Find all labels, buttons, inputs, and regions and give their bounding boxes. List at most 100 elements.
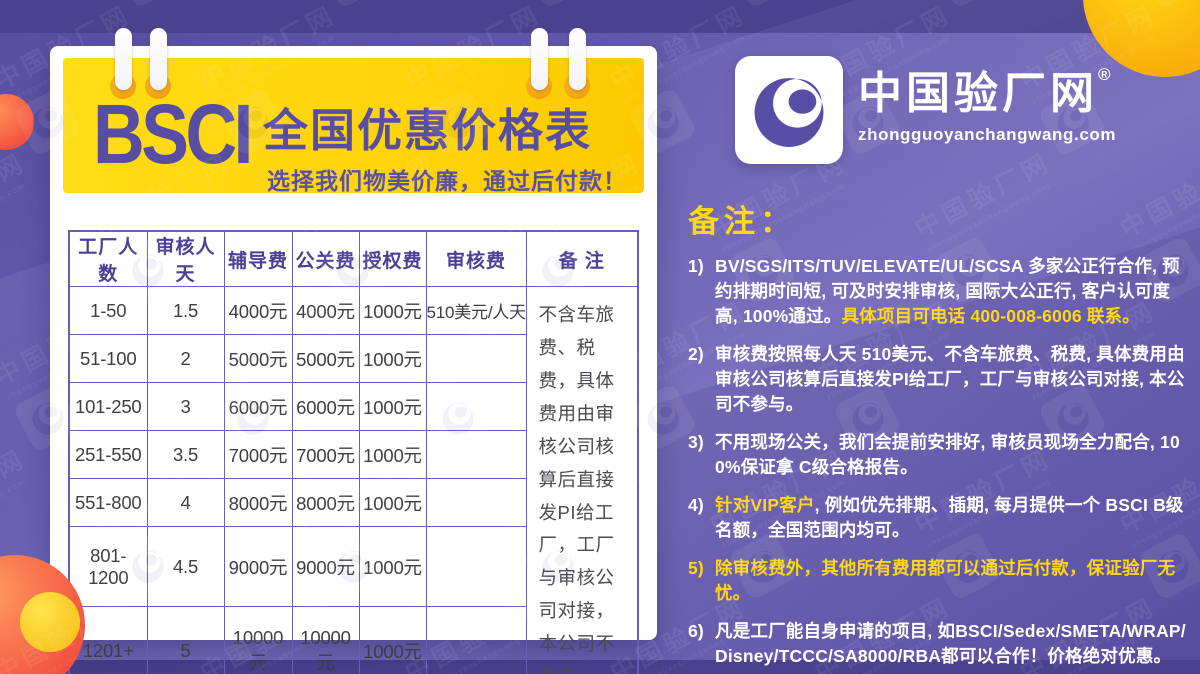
table-cell: 5000元 [291,334,360,384]
table-cell [425,334,527,384]
note-segment: 审核费按照每人天 510美元、不含车旅费、税费, 具体费用由审核公司核算后直接发… [715,344,1185,414]
price-table: 工厂人数 审核人天 辅导费 公关费 授权费 审核费备 注 1-50 1.5 4000元 4000元… [68,230,639,674]
note-highlight: 具体项目可电话 400-008-6006 联系。 [841,306,1140,326]
brand-text: 中国验厂网® zhongguoyanchangwang.com [858,56,1116,164]
title-bsci: BSCI [93,86,253,182]
notes-list: 1) BV/SGS/ITS/TUV/ELEVATE/UL/SCSA 多家公正行合作… [688,254,1190,674]
table-cell [425,478,527,528]
table-cell: 251-550 [68,430,148,480]
table-cell: 9000元 [223,526,293,608]
note-highlight: 针对VIP客户 [715,495,815,515]
table-cell: 2 [146,334,225,384]
note-text: 除审核费外，其他所有费用都可以通过后付款，保证验厂无忧。 [715,556,1190,606]
table-cell: 5000元 [223,334,293,384]
note-item: 6) 凡是工厂能自身申请的项目, 如BSCI/Sedex/SMETA/WRAP/D… [688,619,1190,669]
note-segment: BV/SGS/ITS/TUV/ELEVATE/UL/SCSA 多家公正行合作, … [715,256,1180,326]
table-cell: 1000元 [358,478,427,528]
table-cell: 1-50 [68,285,148,336]
table-row: 801-1200 4.5 9000元 9000元 1000元 [68,526,638,608]
table-cell: 4000元 [223,285,293,336]
note-segment: 不用现场公关，我们会提前安排好, 审核员现场全力配合, 100%保证拿 C级合格… [715,432,1180,477]
table-cell: 51-100 [68,334,148,384]
table-cell: 1000元 [358,606,427,674]
decor-circle-top-left [0,94,34,150]
binder-ring-icon [526,28,552,128]
table-row: 51-100 2 5000元 5000元 1000元 [68,334,638,384]
table-cell: 1000元 [358,526,427,608]
table-row: 251-550 3.5 7000元 7000元 1000元 [68,430,638,480]
note-item: 1) BV/SGS/ITS/TUV/ELEVATE/UL/SCSA 多家公正行合作… [688,254,1190,329]
table-cell: 1000元 [358,285,427,336]
table-cell: 1000元 [358,430,427,480]
table-cell: 3.5 [146,430,225,480]
column-header: 授权费 [358,230,427,287]
column-header: 辅导费 [223,230,293,287]
column-header: 备 注 [525,230,639,287]
table-cell: 101-250 [68,382,148,432]
notes-panel: 备注： 1) BV/SGS/ITS/TUV/ELEVATE/UL/SCSA 多家公… [688,196,1190,674]
binder-ring-icon [110,28,136,128]
note-number: 1) [688,256,704,276]
note-item: 5) 除审核费外，其他所有费用都可以通过后付款，保证验厂无忧。 [688,556,1190,606]
table-cell: 4 [146,478,225,528]
notes-heading: 备注： [688,204,796,239]
price-table-wrap: 工厂人数 审核人天 辅导费 公关费 授权费 审核费备 注 1-50 1.5 4000元 4000元… [68,230,639,674]
note-number: 4) [688,495,704,515]
table-cell: 10000元 [223,606,293,674]
note-segment: , 例如优先排期、插期, 每月提供一个 BSCI B级名额，全国范围内均可。 [715,495,1184,540]
top-band [0,0,1200,33]
table-cell: 9000元 [291,526,360,608]
column-header: 审核人天 [146,230,225,287]
table-cell: 6000元 [223,382,293,432]
table-cell: 551-800 [68,478,148,528]
ring-bar-icon [149,28,167,90]
table-cell: 6000元 [291,382,360,432]
note-number: 3) [688,432,704,452]
table-cell: 4000元 [291,285,360,336]
table-cell: 7000元 [291,430,360,480]
ring-bar-icon [114,28,132,90]
note-text: BV/SGS/ITS/TUV/ELEVATE/UL/SCSA 多家公正行合作, … [715,254,1190,329]
note-item: 3) 不用现场公关，我们会提前安排好, 审核员现场全力配合, 100%保证拿 C级… [688,430,1190,480]
note-text: 审核费按照每人天 510美元、不含车旅费、税费, 具体费用由审核公司核算后直接发… [715,342,1190,417]
title-cn: 全国优惠价格表 [263,105,593,156]
note-text: 凡是工厂能自身申请的项目, 如BSCI/Sedex/SMETA/WRAP/Dis… [715,619,1190,669]
ring-bar-icon [530,28,548,90]
column-header: 工厂人数 [68,230,148,287]
table-row: 1-50 1.5 4000元 4000元 1000元 510美元/人天 不含车旅费、税费，具… [68,285,639,674]
table-cell: 4.5 [146,526,225,608]
table-row: 101-250 3 6000元 6000元 1000元 [68,382,638,432]
ring-bar-icon [568,28,586,90]
crescent-c-icon [754,78,824,147]
note-item: 2) 审核费按照每人天 510美元、不含车旅费、税费, 具体费用由审核公司核算后直… [688,342,1190,417]
decor-circle-bottom-yellow [20,592,80,652]
registered-mark: ® [1098,65,1111,84]
note-segment: 凡是工厂能自身申请的项目, 如BSCI/Sedex/SMETA/WRAP/Dis… [715,621,1186,666]
table-cell: 5 [146,606,225,674]
table-cell [425,526,527,608]
table-row: 551-800 4 8000元 8000元 1000元 [68,478,638,528]
table-cell: 1000元 [358,382,427,432]
table-cell: 10000元 [291,606,360,674]
table-cell: 7000元 [223,430,293,480]
table-cell [425,382,527,432]
brand-block: 中国验厂网® zhongguoyanchangwang.com [735,56,1116,164]
brand-name-text: 中国验厂网 [858,69,1098,118]
brand-domain: zhongguoyanchangwang.com [858,125,1117,144]
note-number: 6) [688,621,704,641]
note-item: 4) 针对VIP客户, 例如优先排期、插期, 每月提供一个 BSCI B级名额，全… [688,493,1190,543]
table-header-row: 工厂人数 审核人天 辅导费 公关费 授权费 审核费备 注 [68,230,639,287]
table-cell [425,430,527,480]
brand-logo-icon [735,56,843,164]
note-text: 针对VIP客户, 例如优先排期、插期, 每月提供一个 BSCI B级名额，全国范… [715,493,1190,543]
table-cell: 8000元 [291,478,360,528]
note-highlight: 除审核费外，其他所有费用都可以通过后付款，保证验厂无忧。 [715,558,1176,603]
price-card: BSCI 全国优惠价格表 选择我们物美价廉，通过后付款！ 工厂人数 审核人天 辅导费… [50,46,657,674]
column-header: 公关费 [291,230,360,287]
subtitle: 选择我们物美价廉，通过后付款！ [267,168,627,194]
binder-ring-icon [564,28,590,128]
table-cell: 801-1200 [68,526,148,608]
binder-ring-icon [145,28,171,128]
